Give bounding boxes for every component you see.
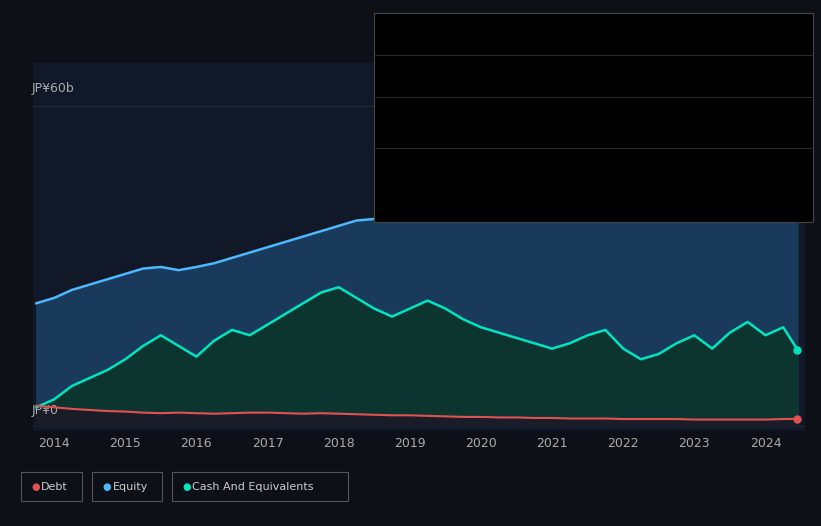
- Text: Equity: Equity: [386, 103, 421, 113]
- Text: Cash And Equivalents: Cash And Equivalents: [192, 481, 314, 492]
- Text: 2.6% Debt/Equity Ratio: 2.6% Debt/Equity Ratio: [681, 134, 803, 144]
- Text: ●: ●: [103, 481, 111, 492]
- Text: JP¥60b: JP¥60b: [31, 82, 74, 95]
- Text: ●: ●: [31, 481, 39, 492]
- Text: JP¥52.285b: JP¥52.285b: [740, 103, 803, 113]
- Text: JP¥0: JP¥0: [31, 403, 58, 417]
- Text: Jun 30 2024: Jun 30 2024: [386, 24, 464, 37]
- Text: Debt: Debt: [41, 481, 68, 492]
- Text: Equity: Equity: [112, 481, 148, 492]
- Text: Cash And Equivalents: Cash And Equivalents: [386, 155, 507, 165]
- Text: JP¥14.324b: JP¥14.324b: [740, 155, 803, 165]
- Text: ●: ●: [182, 481, 190, 492]
- Text: JP¥1.337b: JP¥1.337b: [747, 61, 803, 71]
- Text: Debt: Debt: [386, 61, 413, 71]
